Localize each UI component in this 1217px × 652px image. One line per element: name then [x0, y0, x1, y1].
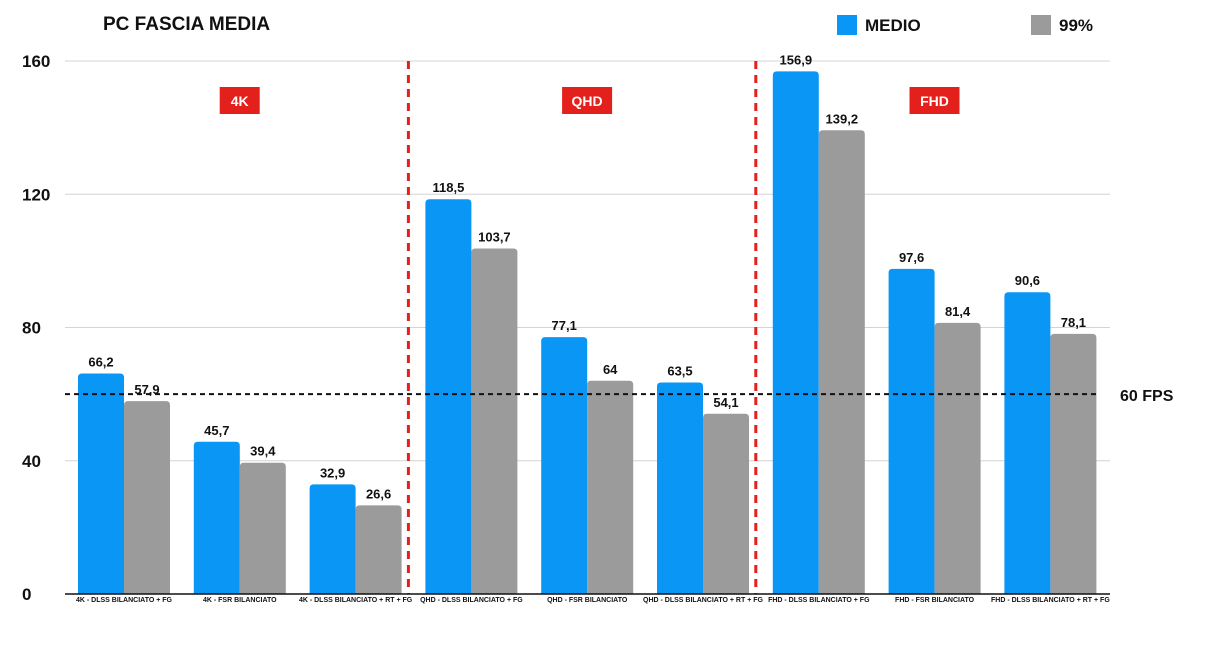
section-label: FHD: [920, 93, 949, 109]
bar-medio-4: [541, 337, 588, 594]
x-tick-label: FHD - DLSS BILANCIATO + RT + FG: [991, 597, 1110, 604]
section-label: QHD: [572, 93, 603, 109]
data-label: 139,2: [826, 111, 859, 126]
x-tick-label: 4K - FSR BILANCIATO: [203, 597, 277, 604]
data-label: 81,4: [945, 304, 971, 319]
data-label: 63,5: [667, 363, 692, 378]
data-label: 118,5: [432, 180, 464, 195]
data-label: 66,2: [88, 354, 113, 369]
data-label: 90,6: [1015, 273, 1040, 288]
x-tick-label: FHD - DLSS BILANCIATO + FG: [768, 597, 870, 604]
bar-99-8: [1050, 333, 1097, 594]
y-tick-label: 0: [22, 585, 31, 604]
y-tick-label: 40: [22, 452, 41, 471]
x-tick-label: 4K - DLSS BILANCIATO + RT + FG: [299, 597, 413, 604]
y-tick-label: 160: [22, 52, 50, 71]
data-label: 26,6: [366, 486, 391, 501]
bar-99-3: [471, 248, 518, 594]
y-tick-label: 80: [22, 319, 41, 338]
section-label: 4K: [231, 93, 249, 109]
section-badge: [909, 87, 960, 114]
x-tick-label: FHD - FSR BILANCIATO: [895, 597, 975, 604]
data-label: 77,1: [552, 318, 577, 333]
data-label: 156,9: [780, 52, 813, 67]
bar-medio-7: [888, 268, 935, 594]
section-badge: [562, 87, 613, 114]
legend-swatch-medio: [837, 15, 857, 35]
x-tick-label: QHD - FSR BILANCIATO: [547, 597, 628, 604]
bar-medio-0: [78, 373, 124, 594]
bar-99-2: [355, 505, 402, 594]
x-tick-label: QHD - DLSS BILANCIATO + RT + FG: [643, 597, 763, 604]
reference-line-group: 60 FPS: [65, 388, 1174, 405]
data-label: 54,1: [713, 395, 738, 410]
x-tick-label: QHD - DLSS BILANCIATO + FG: [420, 597, 523, 604]
data-label: 45,7: [204, 423, 229, 438]
bar-99-7: [934, 322, 981, 594]
data-label: 32,9: [320, 465, 345, 480]
bar-99-1: [239, 462, 286, 594]
bar-medio-2: [309, 484, 356, 594]
x-tick-label: 4K - DLSS BILANCIATO + FG: [76, 597, 173, 604]
data-label: 103,7: [478, 230, 511, 245]
sections: 4K QHD FHD: [219, 61, 960, 594]
data-label: 64: [603, 362, 618, 377]
legend-label-medio: MEDIO: [865, 16, 921, 35]
chart-title: PC FASCIA MEDIA: [103, 14, 270, 35]
bar-99-5: [703, 413, 749, 594]
reference-line-label: 60 FPS: [1120, 388, 1174, 405]
data-label: 39,4: [250, 444, 276, 459]
data-label: 78,1: [1061, 315, 1086, 330]
bar-99-6: [818, 130, 865, 595]
x-axis: 4K - DLSS BILANCIATO + FG 4K - FSR BILANC…: [65, 593, 1110, 604]
y-tick-label: 120: [22, 185, 50, 204]
data-label: 97,6: [899, 250, 924, 265]
bar-medio-6: [772, 71, 819, 594]
bar-99-0: [124, 401, 170, 594]
bar-medio-1: [193, 441, 240, 594]
section-badge: [219, 87, 260, 114]
bar-99-4: [587, 380, 634, 594]
bar-medio-3: [425, 199, 472, 594]
bars: 66,257,945,739,432,926,6118,5103,777,164…: [78, 52, 1097, 595]
bar-medio-8: [1004, 292, 1051, 594]
y-axis: 0 40 80 120 160: [22, 52, 50, 604]
bar-medio-5: [657, 382, 703, 594]
legend-swatch-99: [1031, 15, 1051, 35]
legend-label-99: 99%: [1059, 16, 1093, 35]
